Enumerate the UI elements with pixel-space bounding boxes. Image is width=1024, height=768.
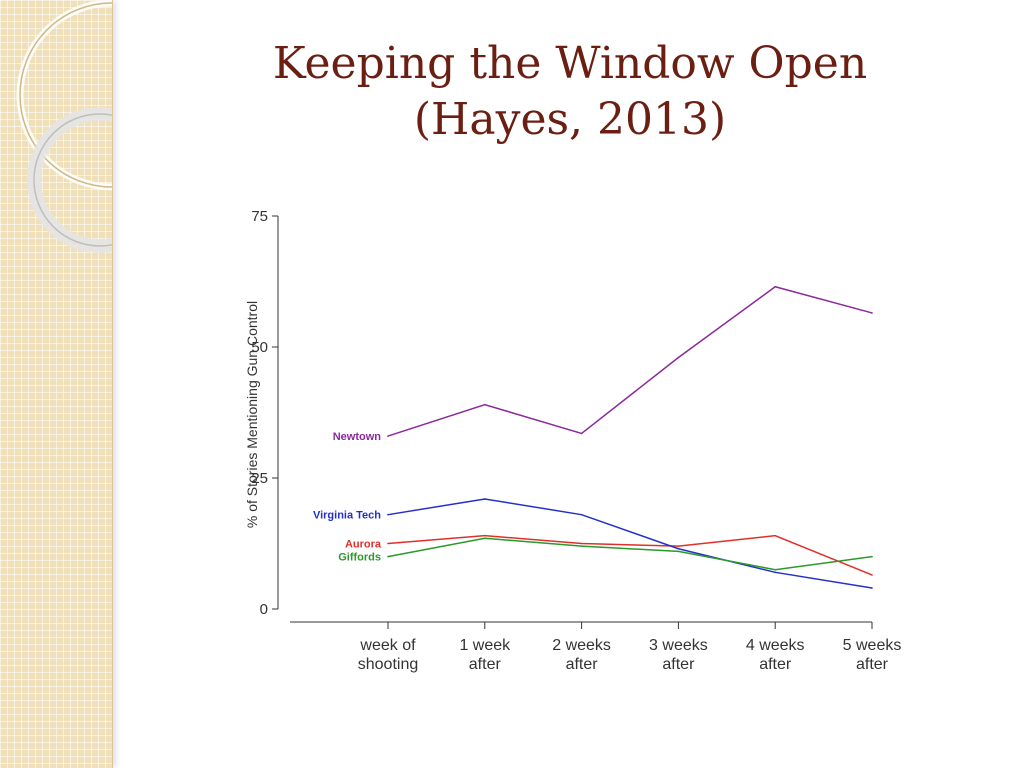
x-tick-label-line: after <box>566 656 599 673</box>
x-tick-label-line: 2 weeks <box>552 637 611 654</box>
x-tick-label-line: shooting <box>358 656 419 673</box>
data-point-newtown <box>387 435 389 437</box>
x-tick-label-line: 1 week <box>459 637 511 654</box>
data-point-aurora <box>580 542 583 545</box>
series-label-giffords: Giffords <box>338 552 381 564</box>
x-tick-label: 5 weeks after <box>843 637 902 673</box>
slide-title-line-2: (Hayes, 2013) <box>413 94 727 145</box>
data-point-giffords <box>774 568 776 571</box>
y-tick-label: 25 <box>251 470 268 487</box>
decorative-side-strip <box>0 0 113 768</box>
data-point-virginia-tech <box>871 587 873 589</box>
slide-title: Keeping the Window Open (Hayes, 2013) <box>180 36 960 148</box>
x-tick-label-line: 3 weeks <box>649 637 708 654</box>
x-tick-label-line: 5 weeks <box>843 637 902 654</box>
data-point-giffords <box>871 555 873 558</box>
data-point-aurora <box>677 545 680 547</box>
x-tick-label: 1 week after <box>459 637 511 673</box>
data-point-virginia-tech <box>677 547 680 550</box>
series-line-giffords <box>387 537 873 571</box>
data-point-giffords <box>387 555 389 558</box>
slide-title-line-1: Keeping the Window Open <box>272 38 868 89</box>
series-label-newtown: Newtown <box>333 431 382 443</box>
data-point-virginia-tech <box>580 513 583 516</box>
y-tick-label: 0 <box>260 601 268 618</box>
y-tick-label: 50 <box>251 339 268 356</box>
y-tick-label: 75 <box>251 208 268 225</box>
data-point-newtown <box>774 285 776 288</box>
x-tick-label: 3 weeks after <box>649 637 708 673</box>
series-line-newtown <box>387 285 873 437</box>
data-point-virginia-tech <box>484 498 486 500</box>
data-point-aurora <box>774 534 776 537</box>
series-label-virginia-tech: Virginia Tech <box>313 510 381 522</box>
x-tick-label-line: after <box>662 656 695 673</box>
data-point-aurora <box>871 574 873 576</box>
x-tick-label-line: week of <box>359 637 416 654</box>
data-point-newtown <box>871 312 873 314</box>
data-point-aurora <box>484 534 486 537</box>
data-point-newtown <box>484 403 486 406</box>
data-point-newtown <box>580 432 583 435</box>
series-line-aurora <box>387 534 873 576</box>
data-point-giffords <box>677 550 680 553</box>
x-tick-label: 4 weeks after <box>746 637 805 673</box>
data-point-virginia-tech <box>387 513 389 516</box>
data-point-giffords <box>484 537 486 540</box>
data-point-giffords <box>580 545 583 547</box>
x-tick-label-line: after <box>856 656 889 673</box>
x-tick-label-line: after <box>759 656 792 673</box>
decorative-rings <box>16 0 112 253</box>
data-point-newtown <box>677 356 680 359</box>
x-tick-label-line: 4 weeks <box>746 637 805 654</box>
data-point-aurora <box>387 542 389 545</box>
series-label-aurora: Aurora <box>345 539 382 551</box>
series-line-virginia-tech <box>387 498 873 589</box>
data-point-virginia-tech <box>774 571 776 574</box>
x-tick-label: 2 weeks after <box>552 637 611 673</box>
x-tick-label-line: after <box>469 656 502 673</box>
y-axis-label: % of Stories Mentioning Gun Control <box>244 301 260 528</box>
x-tick-label: week of shooting <box>358 637 419 673</box>
